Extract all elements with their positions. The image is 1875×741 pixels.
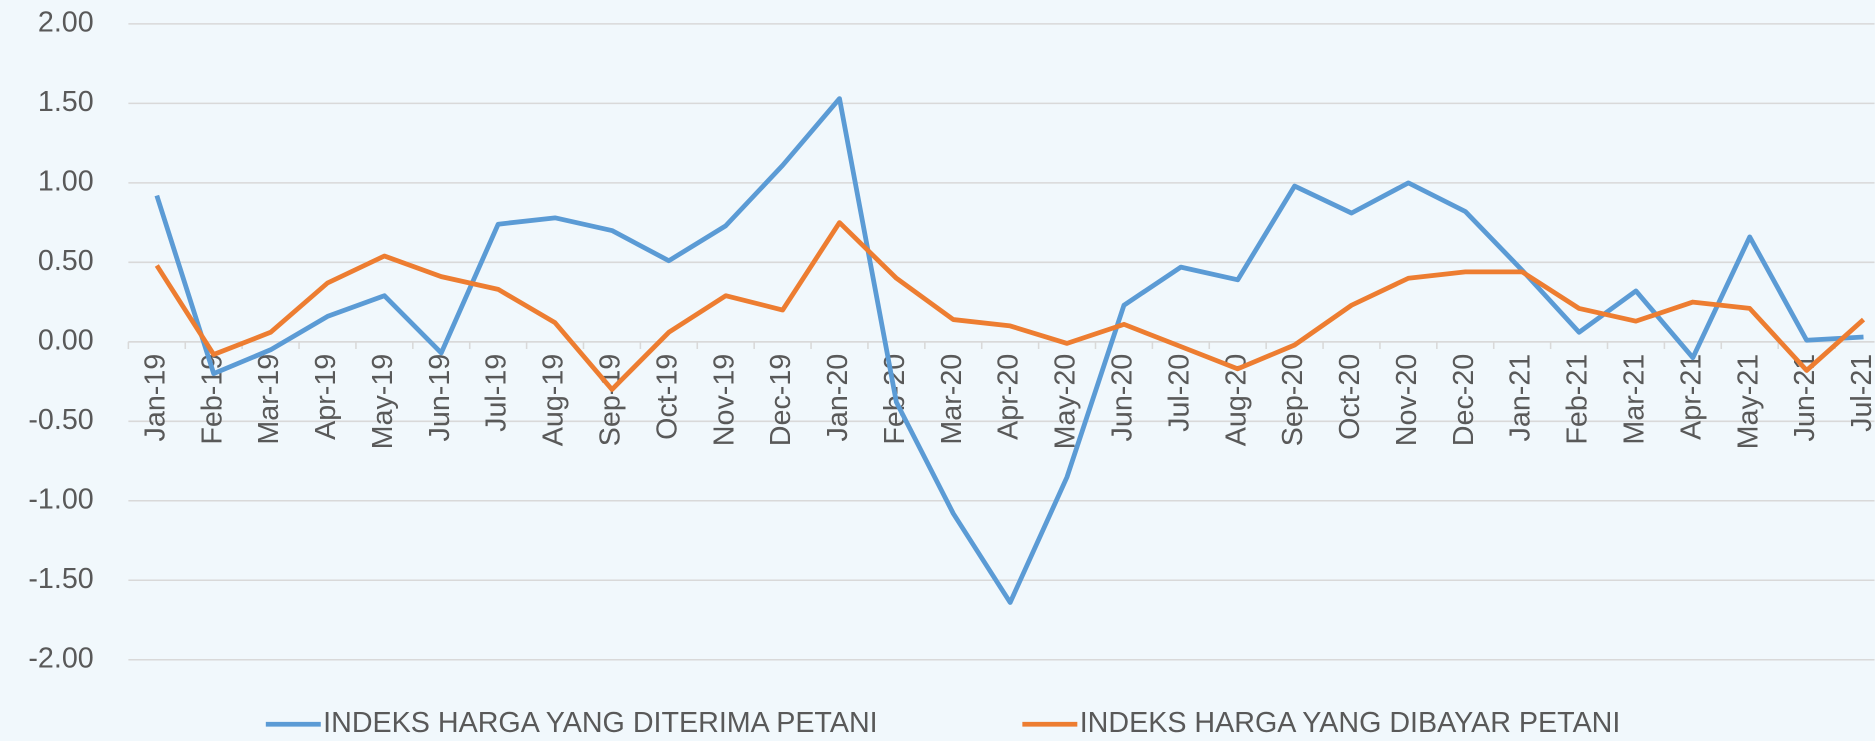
x-tick-label: May-20: [1050, 354, 1082, 450]
x-tick-label: Feb-21: [1562, 354, 1594, 445]
x-tick-label: Oct-19: [651, 354, 683, 440]
y-tick-label: -0.50: [28, 404, 93, 436]
y-tick-label: -1.50: [28, 563, 93, 595]
x-tick-label: Nov-19: [708, 354, 740, 446]
x-tick-label: Sep-19: [595, 354, 627, 446]
x-tick-label: Mar-20: [936, 354, 968, 445]
x-tick-label: Mar-21: [1619, 354, 1651, 445]
x-tick-label: Apr-21: [1675, 354, 1707, 440]
x-tick-label: Apr-19: [310, 354, 342, 440]
x-tick-label: Sep-20: [1277, 354, 1309, 446]
legend-label: INDEKS HARGA YANG DIBAYAR PETANI: [1080, 707, 1621, 739]
y-tick-label: -2.00: [28, 642, 93, 674]
x-tick-label: Oct-20: [1334, 354, 1366, 440]
series-line: [154, 96, 1864, 605]
x-tick-label: Nov-20: [1391, 354, 1423, 446]
x-tick-label: Jan-19: [139, 354, 171, 442]
x-tick-label: Jun-20: [1107, 354, 1139, 442]
y-tick-label: -1.00: [28, 483, 93, 515]
y-tick-label: 1.50: [38, 86, 94, 118]
x-tick-label: Mar-19: [253, 354, 285, 445]
x-tick-label: May-19: [367, 354, 399, 450]
legend-label: INDEKS HARGA YANG DITERIMA PETANI: [323, 707, 877, 739]
x-tick-label: Jul-21: [1846, 354, 1875, 432]
x-tick-label: May-21: [1732, 354, 1764, 450]
x-tick-label: Dec-20: [1448, 354, 1480, 446]
x-tick-label: Jul-20: [1163, 354, 1195, 432]
x-tick-label: Jan-21: [1505, 354, 1537, 442]
x-tick-label: Jul-19: [481, 354, 513, 432]
x-tick-label: Jun-19: [424, 354, 456, 442]
y-tick-label: 1.00: [38, 165, 94, 197]
y-tick-label: 0.50: [38, 245, 94, 277]
y-tick-label: 2.00: [38, 6, 94, 38]
x-tick-label: Dec-19: [765, 354, 797, 446]
x-tick-label: Aug-19: [538, 354, 570, 446]
series-line: [154, 220, 1866, 392]
y-tick-label: 0.00: [38, 324, 94, 356]
x-tick-label: Jan-20: [822, 354, 854, 442]
x-tick-label: Apr-20: [993, 354, 1025, 440]
